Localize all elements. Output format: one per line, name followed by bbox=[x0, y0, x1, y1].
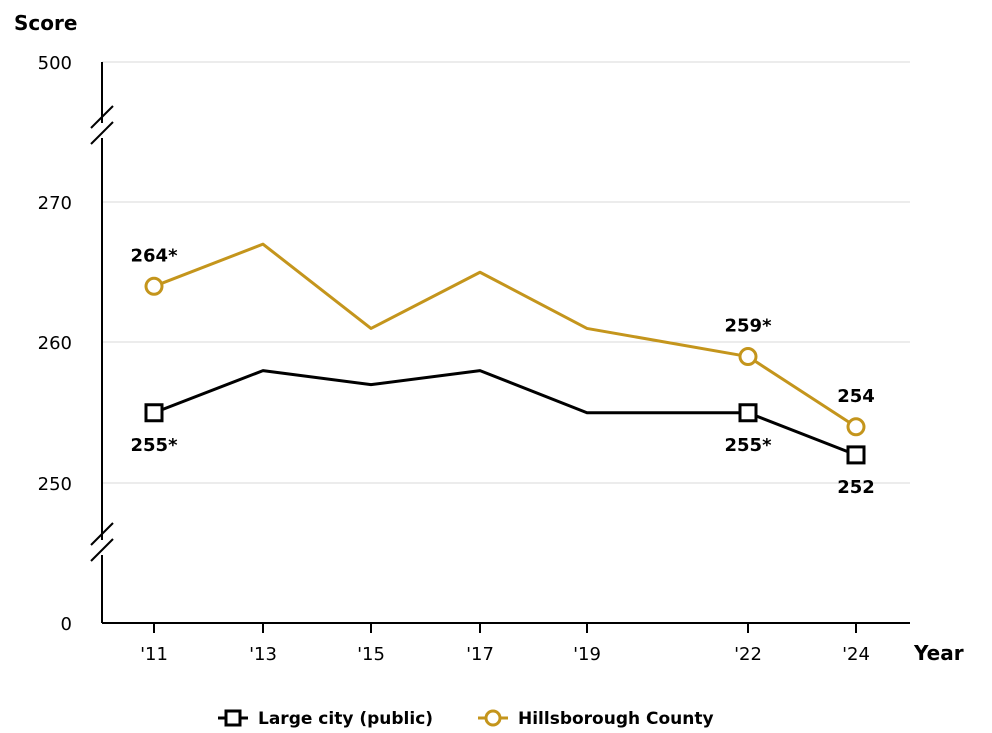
data-labels: 255* 255* 252 264* 259* 254 bbox=[131, 245, 875, 498]
legend-label: Hillsborough County bbox=[518, 709, 714, 729]
square-marker bbox=[144, 403, 164, 423]
data-label: 255* bbox=[725, 435, 773, 456]
y-tick-labels: 0 250 260 270 500 bbox=[38, 53, 72, 635]
data-label: 264* bbox=[131, 245, 179, 266]
axis-break-mark bbox=[90, 121, 114, 145]
y-tick-label: 260 bbox=[38, 333, 72, 354]
x-tick-label: '11 bbox=[140, 644, 168, 665]
x-tick-label: '15 bbox=[357, 644, 385, 665]
axis-break-mark bbox=[90, 538, 114, 562]
x-axis-title: Year bbox=[913, 641, 964, 665]
x-tick-label: '13 bbox=[249, 644, 277, 665]
x-tick-label: '17 bbox=[466, 644, 494, 665]
gridlines bbox=[102, 61, 910, 484]
axis-break-mark bbox=[90, 522, 114, 546]
legend-label: Large city (public) bbox=[258, 709, 433, 729]
data-label: 254 bbox=[837, 386, 875, 407]
y-tick-label: 500 bbox=[38, 53, 72, 74]
y-tick-label: 270 bbox=[38, 193, 72, 214]
x-tick-label: '19 bbox=[573, 644, 601, 665]
axes: Score Year bbox=[14, 11, 964, 665]
circle-marker bbox=[738, 347, 758, 367]
data-label: 255* bbox=[131, 435, 179, 456]
axis-break-mark bbox=[90, 105, 114, 129]
x-tick-label: '24 bbox=[842, 644, 870, 665]
x-tick-labels: '11 '13 '15 '17 '19 '22 '24 bbox=[140, 623, 870, 665]
x-tick-label: '22 bbox=[734, 644, 762, 665]
data-label: 252 bbox=[837, 477, 875, 498]
y-tick-label: 0 bbox=[61, 614, 72, 635]
square-marker bbox=[846, 445, 866, 465]
y-axis-title: Score bbox=[14, 11, 77, 35]
square-marker bbox=[738, 403, 758, 423]
legend-square-icon bbox=[224, 709, 242, 727]
circle-marker bbox=[846, 417, 866, 437]
circle-marker bbox=[144, 276, 164, 296]
legend-circle-icon bbox=[484, 709, 502, 727]
data-label: 259* bbox=[725, 316, 773, 337]
legend: Large city (public) Hillsborough County bbox=[218, 709, 714, 729]
series-lines bbox=[144, 242, 866, 465]
y-tick-label: 250 bbox=[38, 474, 72, 495]
